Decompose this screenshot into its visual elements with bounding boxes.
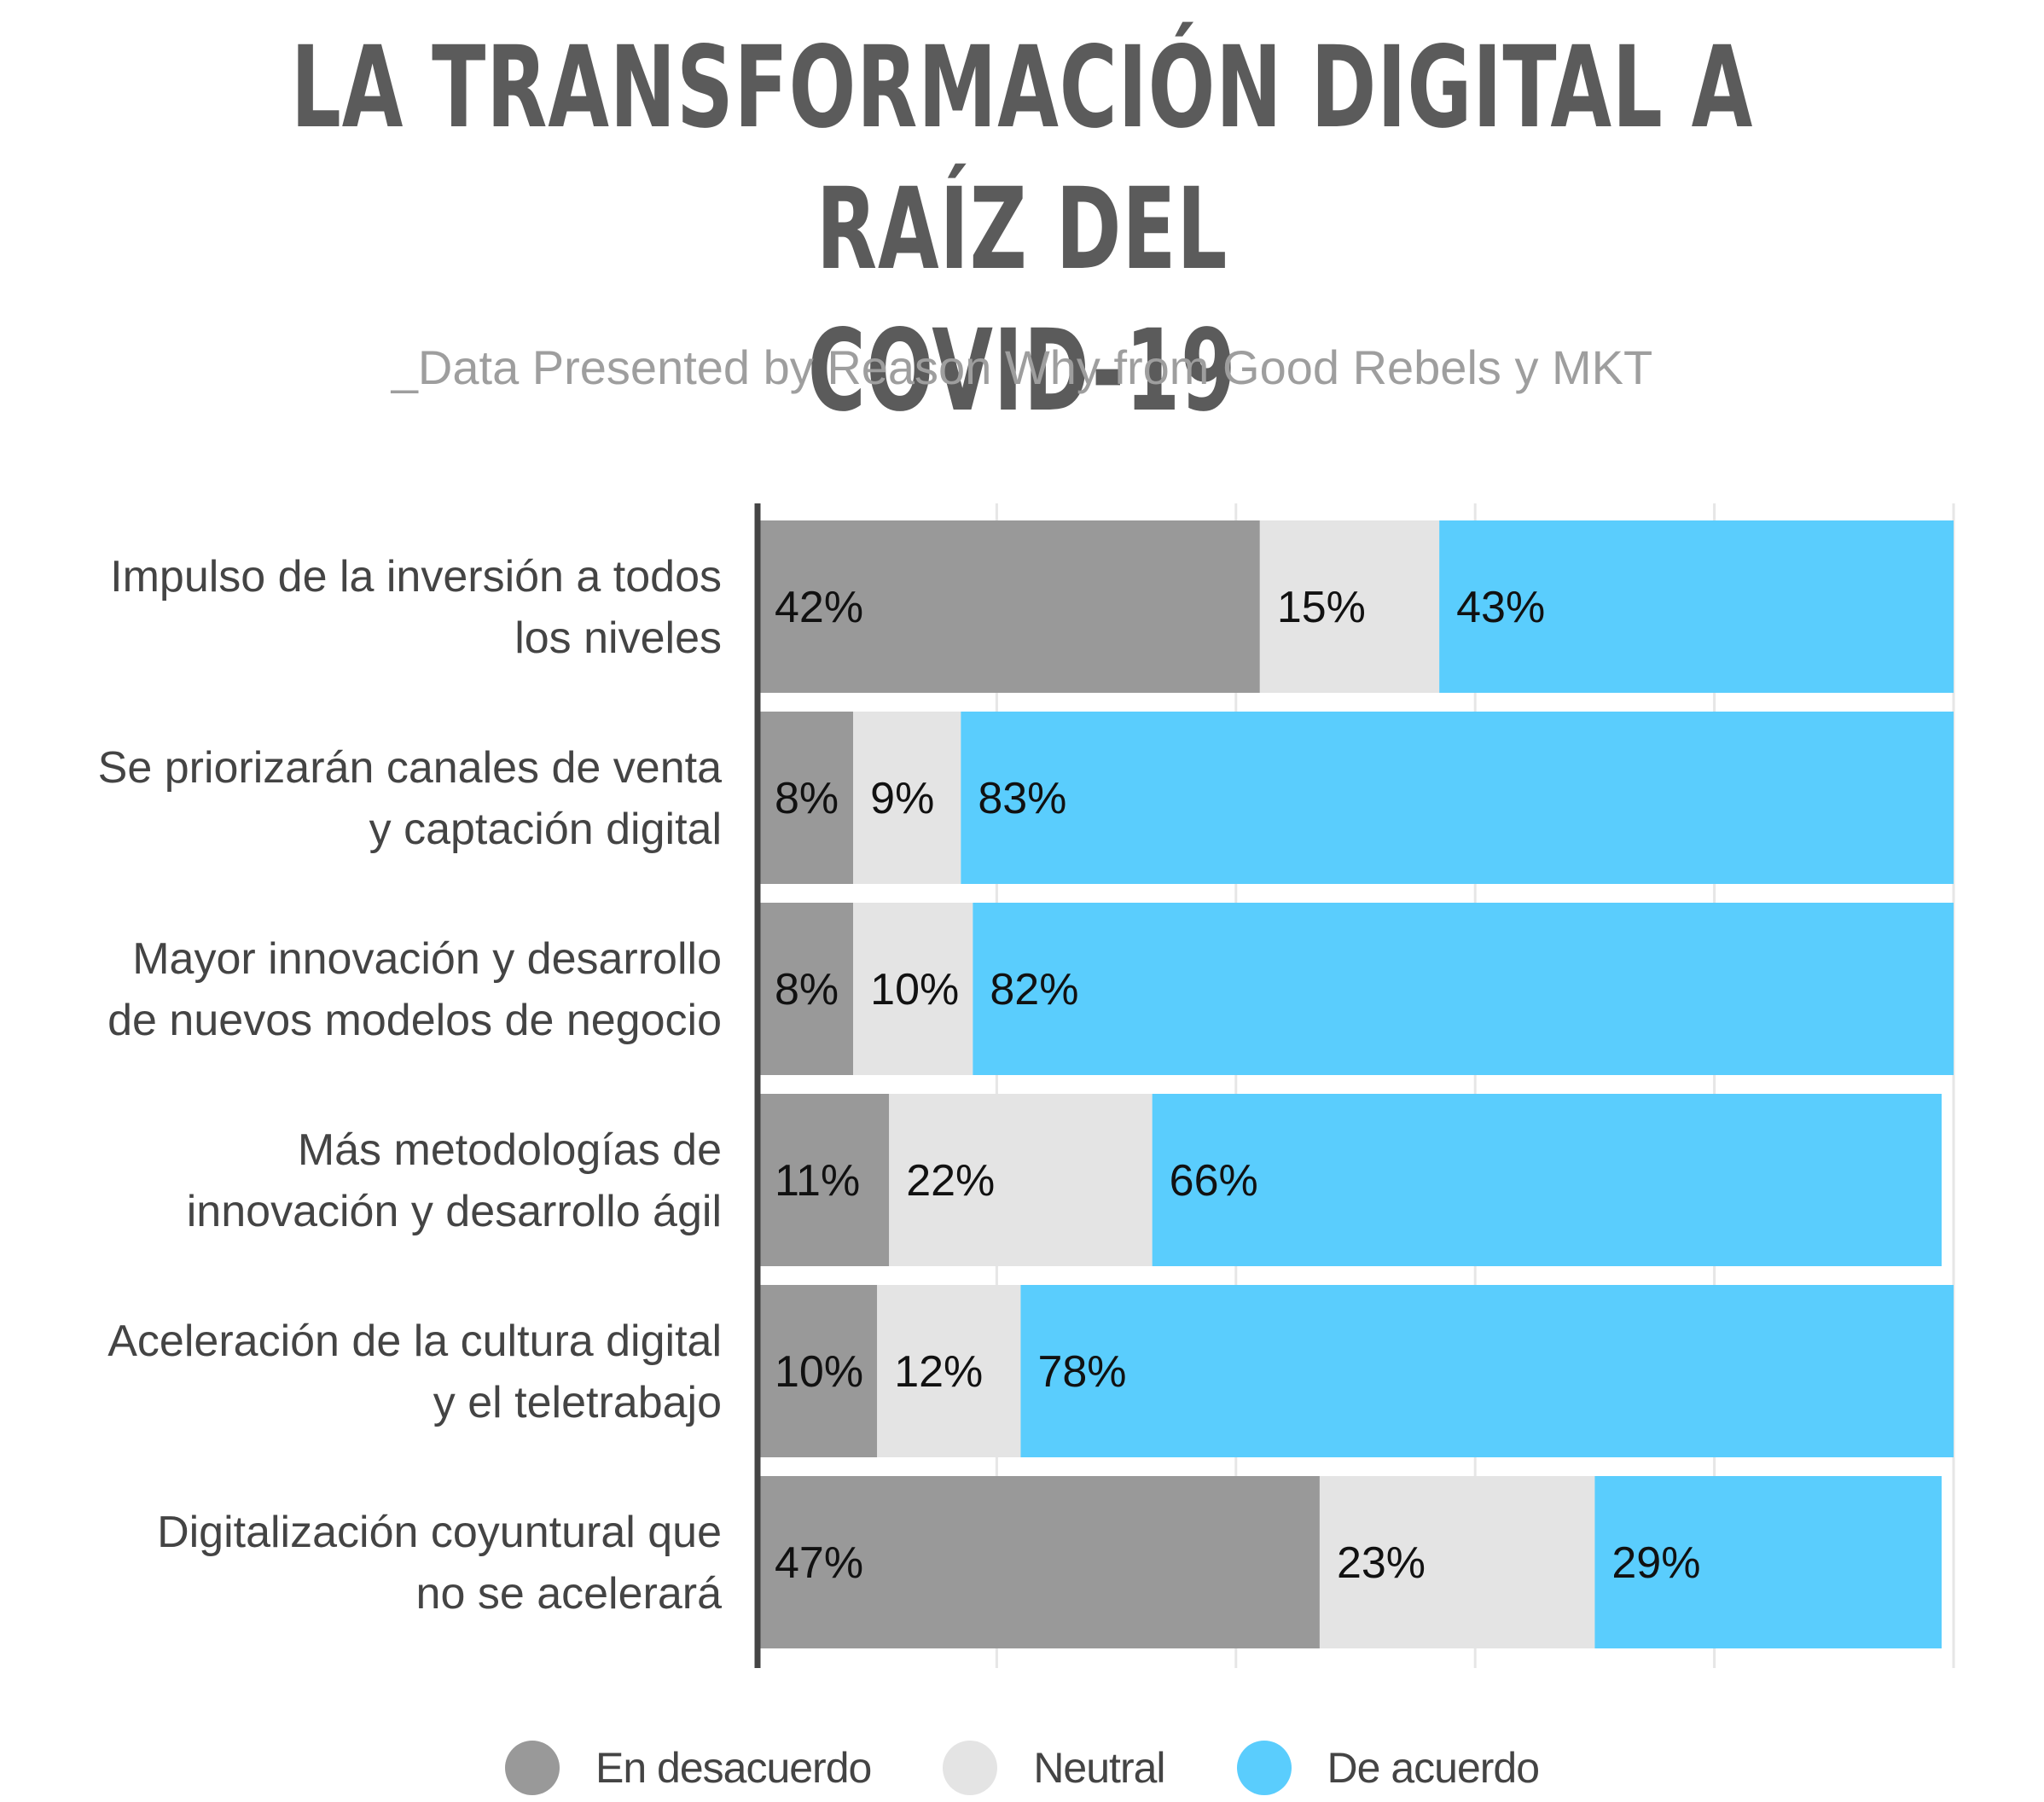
bar-de-acuerdo xyxy=(961,712,1954,884)
data-label-de-acuerdo: 78% xyxy=(1037,1347,1126,1397)
legend-label-en-desacuerdo: En desacuerdo xyxy=(595,1744,872,1792)
category-label: no se acelerará xyxy=(416,1569,723,1619)
category-label: Se priorizarán canales de venta xyxy=(98,743,722,793)
category-label: Más metodologías de xyxy=(298,1125,722,1175)
data-label-neutral: 9% xyxy=(870,774,934,823)
data-label-en-desacuerdo: 10% xyxy=(775,1347,863,1397)
data-label-neutral: 15% xyxy=(1277,583,1366,632)
data-label-de-acuerdo: 82% xyxy=(990,965,1078,1014)
data-label-neutral: 12% xyxy=(894,1347,983,1397)
data-label-en-desacuerdo: 11% xyxy=(775,1156,860,1206)
bar-neutral xyxy=(889,1094,1153,1266)
bar-en-desacuerdo xyxy=(758,712,854,884)
bar-de-acuerdo xyxy=(973,903,1954,1075)
category-label: Digitalización coyuntural que xyxy=(157,1508,722,1557)
category-label: los niveles xyxy=(514,613,722,663)
data-label-en-desacuerdo: 8% xyxy=(775,774,839,823)
category-label: Impulso de la inversión a todos xyxy=(110,552,722,602)
chart-title: LA TRANSFORMACIÓN DIGITAL A RAÍZ DEL COV… xyxy=(264,17,1779,442)
chart-title-line-2: COVID-19 xyxy=(807,305,1237,437)
legend-item-de-acuerdo: De acuerdo xyxy=(1236,1741,1540,1795)
legend-swatch-en-desacuerdo xyxy=(504,1741,560,1795)
data-label-de-acuerdo: 43% xyxy=(1456,583,1545,632)
bar-en-desacuerdo xyxy=(758,903,854,1075)
data-label-neutral: 10% xyxy=(870,965,959,1014)
bar-neutral xyxy=(853,903,973,1075)
legend-label-neutral: Neutral xyxy=(1033,1744,1165,1792)
chart-legend: En desacuerdo Neutral De acuerdo xyxy=(0,1741,2044,1795)
stacked-bar-chart: 42% 15% 43% Impulso de la inversión a todos… xyxy=(98,503,1955,1668)
legend-item-en-desacuerdo: En desacuerdo xyxy=(504,1741,872,1795)
bar-en-desacuerdo xyxy=(758,520,1260,693)
bar-neutral xyxy=(1319,1476,1595,1648)
data-label-de-acuerdo: 29% xyxy=(1611,1538,1700,1588)
data-label-en-desacuerdo: 47% xyxy=(775,1538,863,1588)
chart-subtitle: _Data Presented by Reason Why from Good … xyxy=(391,340,1653,394)
bar-de-acuerdo xyxy=(1152,1094,1942,1266)
data-label-en-desacuerdo: 42% xyxy=(775,583,863,632)
category-label: innovación y desarrollo ágil xyxy=(187,1187,722,1236)
bar-en-desacuerdo xyxy=(758,1476,1320,1648)
legend-label-de-acuerdo: De acuerdo xyxy=(1327,1744,1540,1792)
data-label-neutral: 23% xyxy=(1337,1538,1426,1588)
bar-en-desacuerdo xyxy=(758,1285,878,1457)
bar-neutral xyxy=(1259,520,1440,693)
legend-item-neutral: Neutral xyxy=(943,1741,1166,1795)
bar-neutral xyxy=(853,712,961,884)
data-label-neutral: 22% xyxy=(906,1156,995,1206)
chart-title-line-1: LA TRANSFORMACIÓN DIGITAL A RAÍZ DEL xyxy=(290,22,1754,295)
category-label: y captación digital xyxy=(369,805,722,854)
bar-neutral xyxy=(877,1285,1021,1457)
data-label-en-desacuerdo: 8% xyxy=(775,965,839,1014)
bar-de-acuerdo xyxy=(1020,1285,1954,1457)
legend-swatch-neutral xyxy=(943,1741,998,1795)
data-label-de-acuerdo: 83% xyxy=(978,774,1066,823)
category-label: Aceleración de la cultura digital xyxy=(107,1317,722,1366)
category-label: de nuevos modelos de negocio xyxy=(107,996,722,1045)
bar-en-desacuerdo xyxy=(758,1094,890,1266)
legend-swatch-de-acuerdo xyxy=(1236,1741,1292,1795)
category-label: y el teletrabajo xyxy=(433,1378,722,1427)
bar-de-acuerdo xyxy=(1439,520,1954,693)
bar-de-acuerdo xyxy=(1594,1476,1942,1648)
data-label-de-acuerdo: 66% xyxy=(1170,1156,1258,1206)
category-label: Mayor innovación y desarrollo xyxy=(132,934,722,984)
